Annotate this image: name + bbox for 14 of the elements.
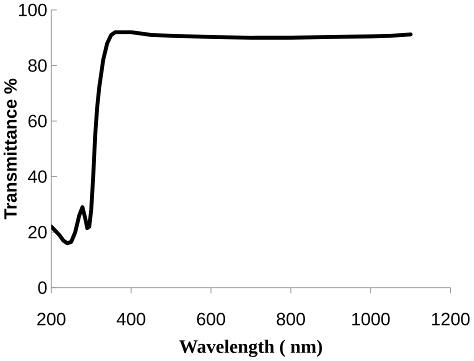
y-tick-label: 20 bbox=[28, 226, 47, 239]
x-axis-title: Wavelength ( nm) bbox=[179, 340, 322, 358]
y-tick-label: 60 bbox=[28, 114, 47, 128]
y-tick-label: 80 bbox=[28, 59, 47, 72]
y-axis-title: Transmittance % bbox=[4, 78, 17, 220]
x-tick-label: 1200 bbox=[432, 312, 470, 326]
x-tick-label: 200 bbox=[37, 312, 66, 326]
x-tick-label: 800 bbox=[276, 312, 305, 326]
x-tick-label: 1000 bbox=[352, 312, 390, 326]
y-tick-label: 100 bbox=[19, 4, 47, 16]
x-tick-label: 600 bbox=[197, 312, 226, 326]
y-tick-label: 40 bbox=[28, 170, 47, 184]
x-tick-label: 400 bbox=[116, 312, 146, 326]
y-tick-label: 0 bbox=[38, 282, 47, 294]
